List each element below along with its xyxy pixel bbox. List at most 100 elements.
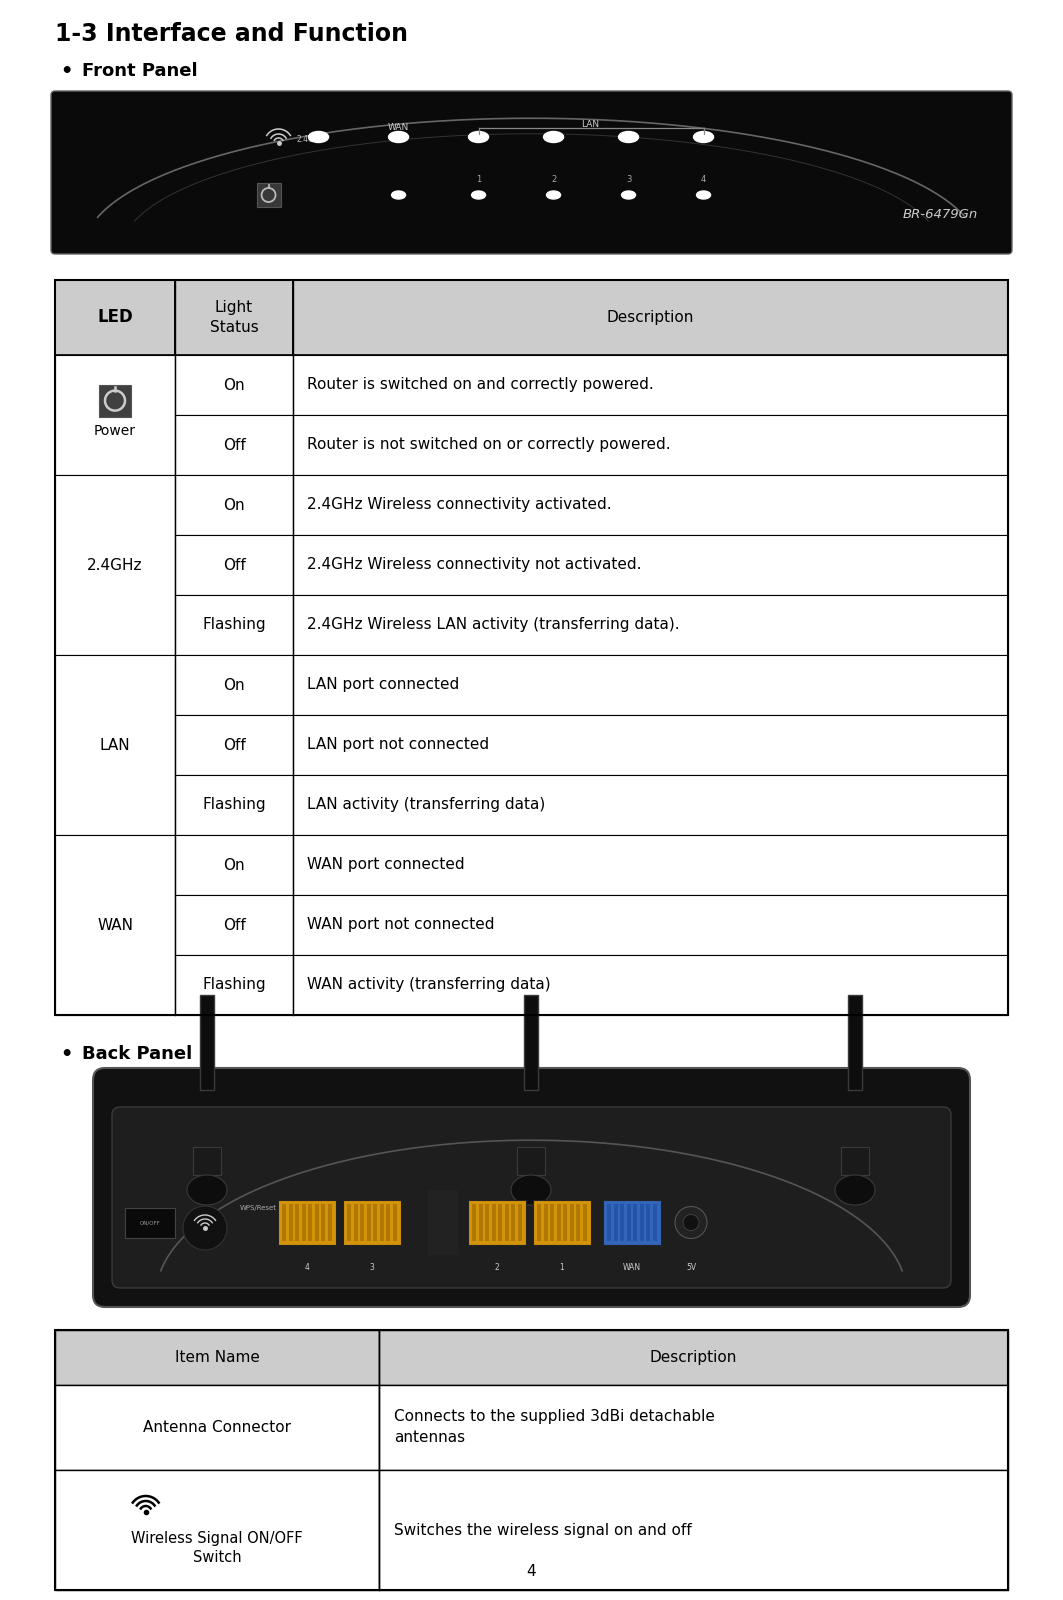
Text: BR-6479Gn: BR-6479Gn (902, 208, 978, 221)
Text: WAN port connected: WAN port connected (307, 858, 465, 872)
Text: LAN port connected: LAN port connected (307, 677, 459, 693)
Bar (620, 1203, 624, 1242)
Bar (485, 1203, 489, 1242)
Text: On: On (223, 498, 244, 512)
Text: 2.4GHz: 2.4GHz (87, 557, 142, 573)
Text: 4: 4 (526, 1565, 537, 1579)
Bar (175, 355, 293, 414)
Bar (279, 1200, 336, 1245)
Text: On: On (223, 378, 244, 392)
Circle shape (684, 1214, 699, 1230)
Bar (103, 1078, 960, 1298)
Ellipse shape (543, 131, 563, 142)
Bar (511, 1203, 514, 1242)
Text: Switches the wireless signal on and off: Switches the wireless signal on and off (394, 1523, 692, 1538)
FancyBboxPatch shape (92, 1069, 971, 1307)
Bar (175, 715, 293, 774)
Bar (175, 280, 293, 355)
Bar (505, 1203, 508, 1242)
Bar (175, 894, 293, 955)
Text: On: On (223, 677, 244, 693)
Bar (296, 1203, 299, 1242)
Bar (517, 1147, 545, 1174)
Bar (491, 1203, 495, 1242)
FancyBboxPatch shape (51, 91, 1012, 254)
Bar (293, 715, 1008, 774)
Bar (282, 1203, 286, 1242)
Text: Power: Power (94, 424, 136, 437)
Bar (55, 1330, 1008, 1590)
Bar (428, 1190, 458, 1254)
Bar (55, 1470, 379, 1590)
Bar (603, 1200, 661, 1245)
Bar (55, 475, 175, 654)
Text: 1: 1 (476, 174, 482, 184)
Text: 5V: 5V (686, 1262, 696, 1272)
Text: Off: Off (222, 557, 246, 573)
Bar (55, 835, 175, 1014)
Text: ON/OFF: ON/OFF (139, 1221, 161, 1226)
Bar (379, 1203, 384, 1242)
Bar (99, 384, 131, 416)
Ellipse shape (696, 190, 710, 198)
Text: Connects to the supplied 3dBi detachable
antennas: Connects to the supplied 3dBi detachable… (394, 1410, 715, 1445)
Bar (293, 835, 1008, 894)
Text: •: • (60, 1045, 72, 1064)
Bar (293, 475, 1008, 534)
Ellipse shape (472, 190, 486, 198)
Bar (570, 1203, 574, 1242)
Text: Off: Off (222, 738, 246, 752)
Text: On: On (223, 858, 244, 872)
Text: Flashing: Flashing (202, 797, 266, 813)
Bar (848, 995, 862, 1090)
Bar (360, 1203, 364, 1242)
Bar (632, 1203, 637, 1242)
Bar (293, 355, 1008, 414)
Bar (293, 654, 1008, 715)
Bar (367, 1203, 371, 1242)
Text: Router is switched on and correctly powered.: Router is switched on and correctly powe… (307, 378, 654, 392)
Bar (175, 534, 293, 595)
Bar (841, 1147, 868, 1174)
Bar (293, 955, 1008, 1014)
Ellipse shape (836, 1174, 875, 1205)
Text: WAN port not connected: WAN port not connected (307, 917, 494, 933)
Bar (354, 1203, 357, 1242)
Bar (524, 995, 538, 1090)
Text: Description: Description (607, 310, 694, 325)
Ellipse shape (511, 1174, 551, 1205)
Circle shape (183, 1206, 227, 1250)
Bar (468, 1200, 526, 1245)
Ellipse shape (546, 190, 560, 198)
Bar (293, 414, 1008, 475)
Ellipse shape (389, 131, 408, 142)
Bar (563, 1203, 567, 1242)
Bar (193, 1147, 221, 1174)
Bar (175, 774, 293, 835)
Bar (386, 1203, 390, 1242)
Text: Flashing: Flashing (202, 978, 266, 992)
Bar (125, 1208, 175, 1238)
Bar (175, 595, 293, 654)
Bar (379, 1330, 1008, 1386)
Bar (200, 995, 214, 1090)
Text: 1: 1 (559, 1262, 564, 1272)
Bar (478, 1203, 483, 1242)
Text: 4: 4 (305, 1262, 309, 1272)
Text: LAN: LAN (100, 738, 131, 752)
Text: 3: 3 (626, 174, 631, 184)
Text: 2.4GHz Wireless connectivity not activated.: 2.4GHz Wireless connectivity not activat… (307, 557, 641, 573)
Ellipse shape (619, 131, 639, 142)
Text: Back Panel: Back Panel (82, 1045, 192, 1062)
Bar (175, 654, 293, 715)
Bar (557, 1203, 560, 1242)
Bar (646, 1203, 649, 1242)
Text: Wireless Signal ON/OFF
Switch: Wireless Signal ON/OFF Switch (131, 1531, 303, 1565)
Bar (293, 280, 1008, 355)
Circle shape (675, 1206, 707, 1238)
Bar (175, 475, 293, 534)
Bar (55, 280, 1008, 1014)
Text: WAN: WAN (97, 917, 133, 933)
Bar (288, 1203, 292, 1242)
Bar (55, 1386, 379, 1470)
